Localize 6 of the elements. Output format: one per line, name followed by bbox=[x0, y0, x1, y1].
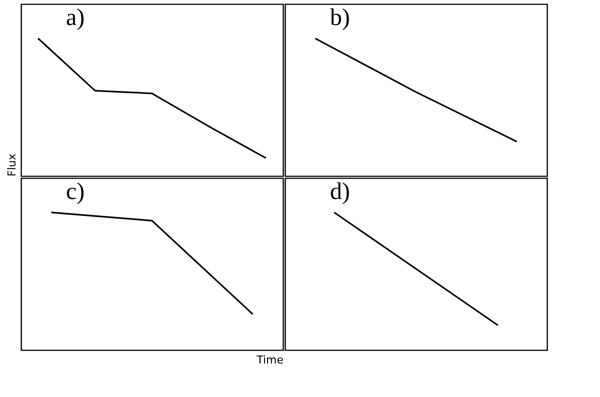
y-axis-title: Flux bbox=[6, 153, 18, 176]
chart-title: d) bbox=[330, 179, 350, 205]
chart-title: b) bbox=[330, 5, 350, 31]
chart-title: c) bbox=[66, 179, 85, 205]
chart-title: a) bbox=[66, 5, 85, 31]
x-axis-title: Time bbox=[256, 354, 284, 366]
